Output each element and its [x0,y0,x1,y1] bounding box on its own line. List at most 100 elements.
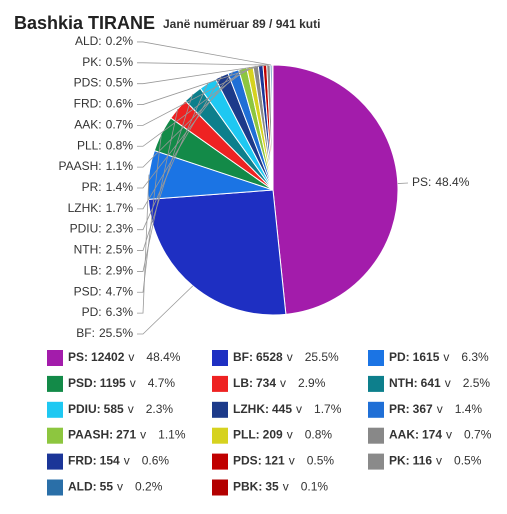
legend-unit: v [437,402,443,416]
slice-label: PK: 0.5% [82,55,133,69]
legend-share: 0.7% [464,428,492,442]
slice-label-share: 6.3% [106,305,134,319]
legend-votes: 116 [413,454,433,468]
slice-label-name: PAASH [59,159,99,173]
slice-label-name: PK [82,55,98,69]
legend-label: PDIU: 585 v 2.3% [68,402,173,416]
legend-name: LB [233,376,249,390]
slice-label-name: LB [84,264,99,278]
legend-label: PBK: 35 v 0.1% [233,480,328,494]
slice-label-separator: : [98,34,101,48]
legend-label: PLL: 209 v 0.8% [233,428,332,442]
legend-swatch [47,350,63,366]
leader-line [397,182,409,184]
legend-label: PK: 116 v 0.5% [389,454,482,468]
slice-label: NTH: 2.5% [74,243,134,257]
slice-label-share: 2.5% [106,243,134,257]
legend-name: ALD [68,480,93,494]
legend-separator: : [406,454,410,468]
legend-share: 0.2% [135,480,163,494]
legend-share: 2.9% [298,376,326,390]
slice-label: PR: 1.4% [82,180,134,194]
legend-name: PSD [68,376,93,390]
legend-unit: v [287,428,293,442]
legend-label: PDS: 121 v 0.5% [233,454,334,468]
legend-label: PS: 12402 v 48.4% [68,350,181,364]
legend-unit: v [124,454,130,468]
slice-label-name: PDIU [70,222,99,236]
legend-votes: 585 [104,402,124,416]
legend-separator: : [414,376,418,390]
slice-label-name: PLL [77,138,99,152]
legend-swatch [212,479,228,496]
legend-swatch [212,375,228,392]
legend-separator: : [258,480,262,494]
slice-label-name: LZHK [68,201,99,215]
legend-name: PLL [233,428,256,442]
slice-label-name: PD [82,305,99,319]
slice-label-separator: : [98,118,101,132]
leader-line [137,94,193,251]
legend-label: BF: 6528 v 25.5% [233,350,339,364]
slice-label-separator: : [98,222,101,236]
legend-name: PAASH [68,428,109,442]
slice-label: PS: 48.4% [412,175,470,189]
legend-swatch [212,401,228,418]
legend-name: PDIU [68,402,97,416]
slice-label-separator: : [92,326,95,340]
legend-unit: v [436,454,442,468]
legend-unit: v [117,480,123,494]
legend-share: 2.3% [146,402,174,416]
legend-votes: 121 [265,454,285,468]
legend-votes: 1615 [413,350,440,364]
pie-slice [147,189,287,316]
legend-votes: 1195 [100,376,126,390]
slice-label-separator: : [98,159,101,173]
legend-name: AAK [389,428,415,442]
legend-name: LZHK [233,402,265,416]
legend-swatch [47,375,63,392]
slice-label: PD: 6.3% [82,305,134,319]
slice-label: PDIU: 2.3% [70,222,134,236]
legend-label: ALD: 55 v 0.2% [68,480,163,494]
slice-label-separator: : [98,76,101,90]
leader-line [137,62,269,66]
slice-label-share: 0.7% [106,118,134,132]
slice-label-share: 0.5% [106,76,134,90]
legend-unit: v [287,350,293,364]
legend-share: 0.5% [307,454,335,468]
slice-label-share: 2.9% [106,264,134,278]
legend-swatch [47,453,63,470]
slice-label-share: 1.4% [106,180,134,194]
legend-votes: 35 [265,480,279,494]
legend-name: PDS [233,454,258,468]
legend-name: PR [389,402,406,416]
legend-votes: 6528 [256,350,283,364]
slice-label-share: 4.7% [106,284,134,298]
slice-label-name: ALD [75,34,99,48]
chart-title: Bashkia TIRANE [14,13,155,33]
legend-separator: : [249,350,253,364]
legend-separator: : [109,428,113,442]
legend-share: 0.6% [142,454,170,468]
legend-label: PSD: 1195 v 4.7% [68,376,175,390]
legend-unit: v [289,454,295,468]
legend-share: 0.1% [301,480,329,494]
leader-line [137,109,179,272]
slice-label-share: 0.8% [106,138,134,152]
legend-name: FRD [68,454,93,468]
slice-label-share: 2.3% [106,222,134,236]
legend-unit: v [445,376,451,390]
legend-name: PK [389,454,406,468]
legend-separator: : [265,402,269,416]
pie-slice [272,64,399,315]
legend-label: AAK: 174 v 0.7% [389,428,492,442]
legend-swatch [212,453,228,470]
legend-share: 6.3% [461,350,489,364]
slice-label: PAASH: 1.1% [59,159,134,173]
legend-share: 1.1% [158,428,186,442]
slice-label-name: NTH [74,243,99,257]
leader-line [137,133,162,293]
slice-label-share: 1.1% [106,159,134,173]
slice-label-name: FRD [74,97,99,111]
